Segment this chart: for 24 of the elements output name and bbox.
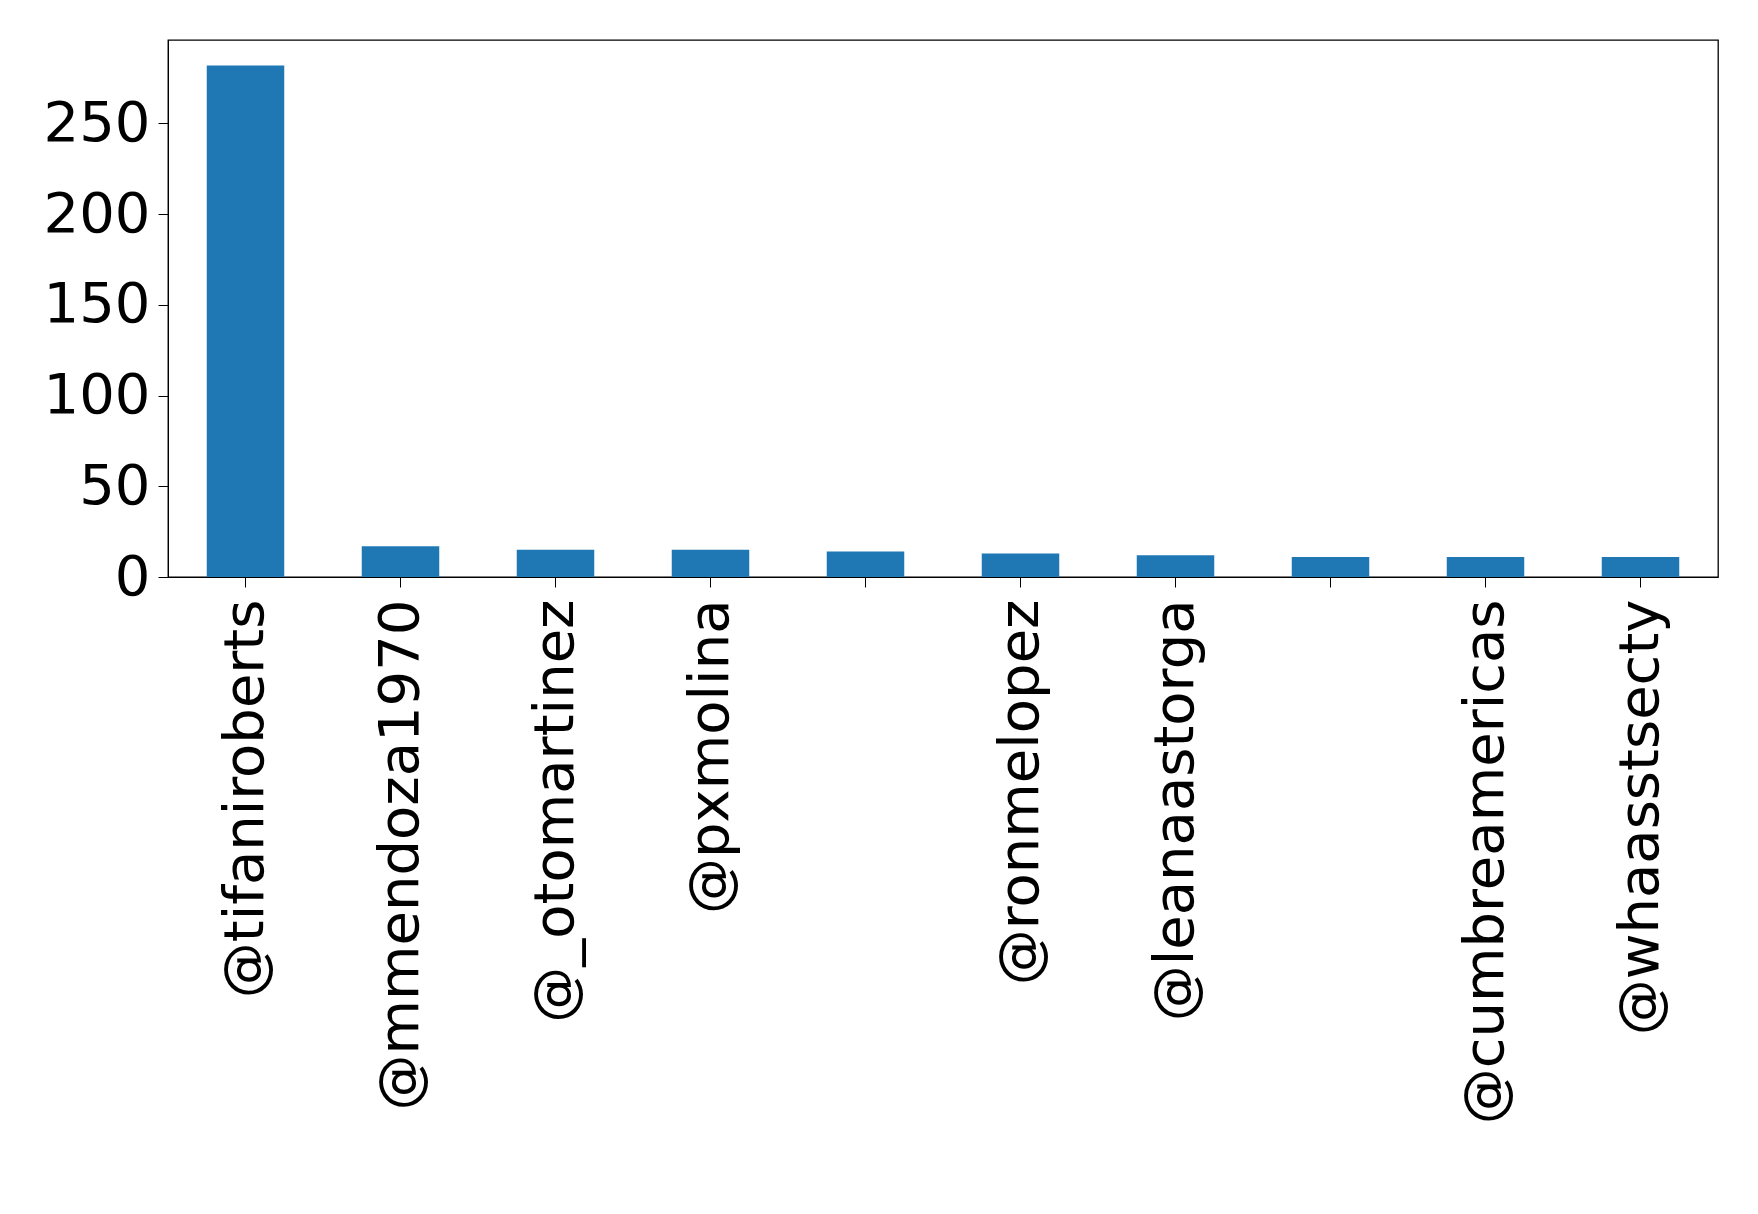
bar bbox=[516, 549, 595, 577]
y-tick-label: 100 bbox=[43, 361, 151, 427]
bar bbox=[1446, 557, 1525, 577]
x-tick-label: @tifaniroberts bbox=[210, 599, 276, 999]
y-tick-label: 0 bbox=[114, 542, 151, 608]
y-tick-label: 250 bbox=[43, 88, 151, 154]
y-tick-label: 150 bbox=[43, 270, 151, 336]
x-tick-label: @_otomartinez bbox=[520, 599, 586, 1023]
bar bbox=[1136, 555, 1215, 577]
bar bbox=[1291, 557, 1370, 577]
x-tick-label: @mmendoza1970 bbox=[365, 599, 431, 1111]
bar bbox=[1601, 557, 1680, 577]
bar bbox=[826, 551, 905, 577]
bar bbox=[981, 553, 1060, 577]
x-tick-label: @ronmelopez bbox=[985, 599, 1051, 986]
x-tick-label: @cumbreamericas bbox=[1450, 599, 1516, 1125]
y-tick-label: 50 bbox=[79, 451, 151, 517]
bar bbox=[671, 549, 750, 577]
x-tick-label: @pxmolina bbox=[675, 599, 741, 914]
y-tick-label: 200 bbox=[43, 179, 151, 245]
x-tick-label: @whaasstsecty bbox=[1605, 599, 1671, 1036]
bar bbox=[206, 65, 285, 577]
x-tick-label: @leanaastorga bbox=[1140, 599, 1206, 1022]
bar bbox=[361, 546, 440, 577]
